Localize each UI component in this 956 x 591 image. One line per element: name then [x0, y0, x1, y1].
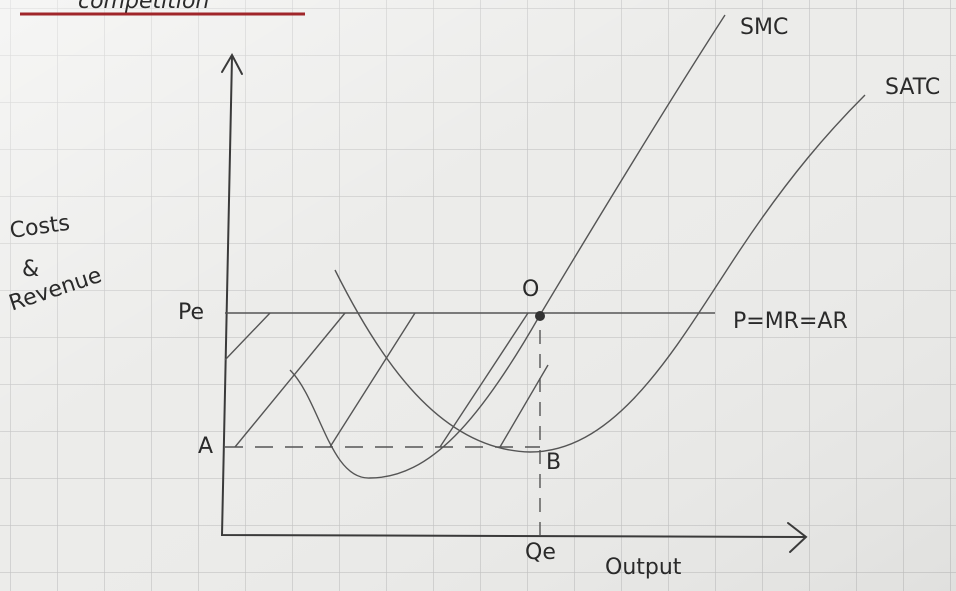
title: competition [78, 0, 209, 14]
o-label: O [522, 277, 539, 302]
x-axis-label: Output [605, 555, 682, 580]
pe-label: Pe [178, 300, 204, 325]
smc-label: SMC [740, 15, 788, 40]
y-axis-label: & [22, 257, 39, 282]
diagram: competition SMC SATC P=MR=AR Pe A O B Qe… [0, 0, 956, 591]
qe-label: Qe [525, 540, 556, 565]
light [0, 0, 956, 591]
equilibrium-point [535, 311, 545, 321]
price-line-label: P=MR=AR [733, 309, 848, 334]
a-label: A [198, 434, 213, 459]
satc-label: SATC [885, 75, 940, 100]
b-label: B [546, 450, 561, 475]
